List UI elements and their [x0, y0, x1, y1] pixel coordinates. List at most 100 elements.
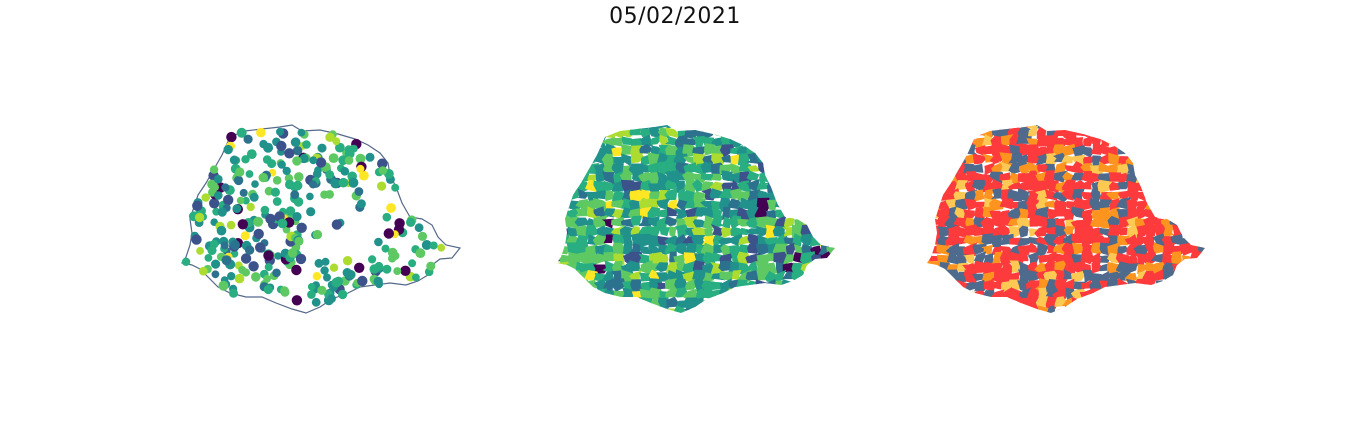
municipality-point [214, 174, 223, 184]
municipality-region [1117, 245, 1129, 257]
municipality-point [323, 273, 331, 282]
municipality-point [221, 255, 232, 266]
municipality-point [194, 212, 205, 223]
municipality-point [199, 266, 208, 276]
municipality-point [223, 144, 233, 155]
municipality-point [204, 254, 213, 262]
municipality-region [650, 135, 661, 145]
municipality-region [684, 125, 697, 128]
municipality-point [211, 259, 221, 269]
municipality-region [601, 218, 614, 229]
municipality-region [710, 297, 726, 311]
municipality-point [201, 193, 210, 202]
municipality-point [284, 148, 295, 159]
municipality-point [280, 286, 289, 295]
municipality-region [1089, 262, 1105, 275]
municipality-region [610, 278, 626, 292]
municipality-point [272, 176, 282, 185]
municipality-point [314, 166, 322, 174]
municipality-region [980, 299, 996, 310]
municipality-region [1063, 125, 1077, 129]
municipality-point [342, 268, 352, 278]
municipality-point [394, 218, 405, 229]
municipality-point [220, 241, 229, 250]
municipality-region [1016, 125, 1033, 128]
municipality-point [260, 205, 270, 215]
municipality-point [236, 127, 247, 138]
municipality-point [412, 273, 420, 282]
municipality-region [1088, 126, 1104, 138]
municipality-region [647, 305, 662, 313]
municipality-point [357, 275, 368, 287]
municipality-point [263, 250, 274, 261]
municipality-region [1089, 288, 1104, 300]
municipality-region [973, 163, 984, 173]
municipality-region [1029, 215, 1041, 227]
municipality-point [229, 155, 239, 165]
municipality-region [999, 198, 1014, 210]
municipality-point [302, 140, 311, 149]
municipality-point [417, 231, 428, 241]
municipality-point [309, 156, 318, 165]
municipality-point [368, 255, 377, 264]
municipality-region [630, 215, 642, 226]
municipality-region [809, 226, 824, 235]
municipality-point [365, 152, 375, 162]
municipality-point [337, 289, 348, 300]
municipality-point [344, 156, 354, 165]
municipality-region [657, 308, 672, 313]
municipality-region [711, 126, 725, 138]
municipality-point [240, 231, 250, 241]
municipality-region [693, 191, 707, 200]
municipality-point [272, 197, 282, 206]
municipality-region [782, 206, 798, 218]
municipality-point [348, 177, 359, 188]
municipality-point [294, 236, 304, 246]
municipality-region [629, 126, 642, 136]
municipality-point [287, 248, 298, 258]
municipality-region [738, 227, 750, 236]
municipality-region [765, 209, 777, 219]
municipality-point [325, 170, 335, 179]
point-map-panel [181, 124, 462, 314]
municipality-point [359, 170, 369, 181]
municipality-region [1108, 287, 1122, 301]
municipality-region [719, 144, 735, 158]
municipality-point [239, 188, 248, 197]
municipality-region [1171, 251, 1183, 266]
municipality-point [235, 167, 245, 177]
municipality-point [241, 268, 250, 277]
municipality-region [1045, 316, 1058, 327]
municipality-point [426, 261, 436, 271]
municipality-point [408, 259, 417, 268]
municipality-region [1126, 197, 1139, 212]
municipality-point [378, 166, 388, 175]
municipality-point [243, 134, 253, 144]
municipality-region [763, 173, 780, 184]
municipality-point [292, 156, 302, 166]
municipality-region [927, 261, 942, 275]
municipality-point [234, 273, 245, 284]
municipality-region [991, 234, 1002, 248]
municipality-region [1100, 134, 1111, 147]
municipality-region [593, 288, 608, 301]
municipality-region [638, 297, 653, 311]
municipality-region [764, 163, 779, 173]
municipality-region [1018, 225, 1029, 238]
municipality-region [1144, 188, 1157, 201]
municipality-point [214, 191, 223, 200]
municipality-region [711, 153, 726, 166]
municipality-point [270, 187, 280, 197]
municipality-region [583, 144, 599, 158]
municipality-region [1188, 251, 1203, 265]
municipality-region [612, 290, 626, 300]
municipality-point [245, 170, 254, 178]
municipality-region [1045, 125, 1059, 130]
municipality-point [308, 180, 318, 189]
municipality-region [791, 272, 805, 283]
municipality-region [1163, 208, 1176, 219]
municipality-point [437, 243, 446, 252]
municipality-region [718, 188, 734, 199]
municipality-point [265, 213, 276, 225]
municipality-region [683, 138, 698, 146]
